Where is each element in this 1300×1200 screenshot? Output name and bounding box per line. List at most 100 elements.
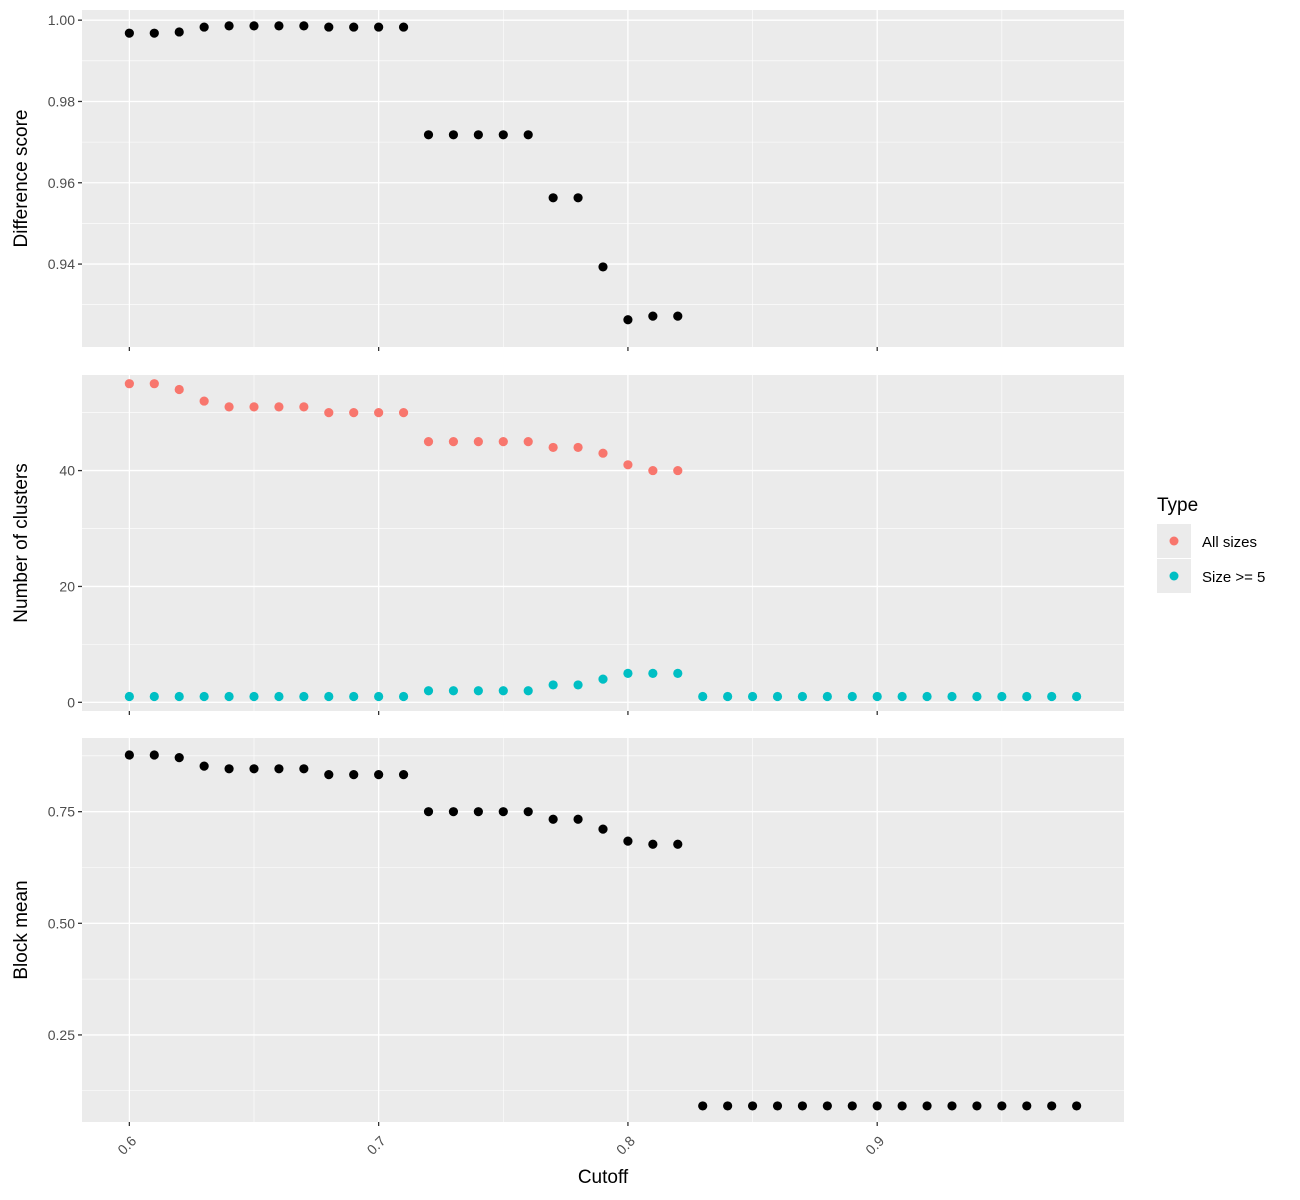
data-point [224,691,234,702]
data-point [498,686,508,696]
data-point [149,750,159,760]
data-point [324,770,334,780]
data-point [872,691,882,702]
data-point [947,691,957,702]
data-point [723,691,733,702]
data-point [249,402,259,412]
data-point [398,770,409,780]
data-point [124,28,134,38]
data-point [772,1101,783,1111]
data-point [623,668,633,678]
y-tick-label: 40 [59,463,75,479]
data-point [448,437,459,447]
legend-key-size-5 [1169,571,1179,581]
data-point [548,814,558,824]
panel-background [82,375,1124,711]
x-tick-label: 0.8 [613,1133,638,1158]
data-point [149,379,159,389]
data-point [274,402,284,412]
data-point [274,21,284,31]
data-point [324,408,334,418]
data-point [548,680,558,690]
data-point [299,402,309,412]
data-point [124,750,134,760]
data-point [723,1101,733,1111]
y-axis-title: Number of clusters [11,463,32,622]
data-point [623,836,633,846]
x-tick-label: 0.7 [364,1133,389,1158]
data-point [847,1101,857,1111]
data-point [249,691,259,702]
data-point [398,22,409,32]
data-point [174,753,184,763]
x-tick-label: 0.6 [114,1133,139,1158]
data-point [448,130,459,140]
data-point [498,130,508,140]
data-point [922,691,932,702]
y-axis-title: Difference score [11,110,32,248]
legend-label-size-5: Size >= 5 [1202,569,1265,586]
data-point [199,761,209,771]
data-point [648,465,658,476]
data-point [648,668,658,678]
data-point [249,21,259,31]
data-point [822,691,832,702]
data-point [299,691,309,702]
data-point [648,311,658,321]
data-point [199,396,209,406]
data-point [349,408,359,418]
data-point [224,402,234,412]
data-point [349,770,359,780]
data-point [673,465,683,476]
data-point [349,22,359,32]
data-point [1072,691,1082,702]
data-point [374,22,384,32]
data-point [174,384,184,395]
data-point [822,1101,832,1111]
data-point [573,814,583,824]
data-point [972,1101,982,1111]
x-axis-title: Cutoff [578,1167,629,1188]
data-point [199,691,209,702]
panel-background [82,738,1124,1122]
data-point [473,686,483,696]
data-point [523,807,533,817]
data-point [797,1101,808,1111]
data-point [772,691,783,702]
data-point [698,1101,708,1111]
data-point [648,839,658,849]
panel-2: 0 20 40 Number of clusters [11,375,1124,715]
data-point [922,1101,932,1111]
data-point [897,691,907,702]
data-point [972,691,982,702]
y-tick-label: 0.50 [48,915,75,931]
data-point [423,807,434,817]
data-point [947,1101,957,1111]
data-point [897,1101,907,1111]
data-point [174,27,184,37]
data-point [498,437,508,447]
data-point [573,193,583,203]
data-point [1022,691,1032,702]
data-point [548,442,558,453]
y-tick-label: 0.25 [48,1027,75,1043]
series-1 [124,21,683,325]
x-tick-label: 0.9 [862,1133,887,1158]
data-point [423,686,434,696]
legend-key-all-sizes [1169,536,1179,546]
y-tick-label: 0.94 [48,256,75,272]
data-point [423,130,434,140]
data-point [598,824,608,834]
series-1 [124,379,683,476]
data-point [224,764,234,774]
data-point [124,379,134,389]
chart-panels: 0.94 0.96 0.98 1.00 Difference score 0 20 40 Num… [11,10,1124,1158]
data-point [872,1101,882,1111]
data-point [473,130,483,140]
data-point [698,691,708,702]
y-tick-label: 20 [59,578,75,594]
data-point [249,764,259,774]
data-point [149,691,159,702]
data-point [847,691,857,702]
